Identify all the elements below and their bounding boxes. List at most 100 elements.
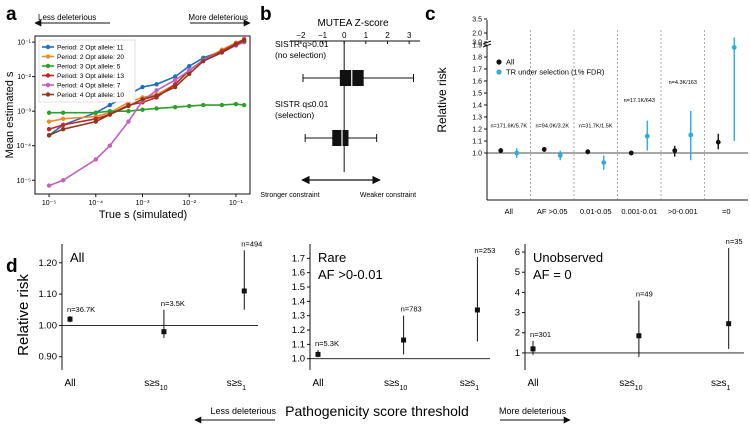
legend-marker-a <box>45 63 51 69</box>
count-annotation-c: n=4.3K/163 <box>669 80 697 86</box>
data-point-c <box>601 160 607 166</box>
data-point-a <box>233 101 239 107</box>
x-tick-label-d: s≥s10 <box>619 378 642 392</box>
data-point-a <box>107 143 113 148</box>
data-point-a <box>60 116 66 122</box>
x-tick-label-d: s≥s10 <box>384 378 407 392</box>
data-point-a <box>126 119 131 124</box>
data-point-a <box>126 103 131 109</box>
data-point-a <box>172 105 178 110</box>
arrow-left-label-a: Less deleterious <box>38 13 96 22</box>
count-annotation-c: n=17.1K/643 <box>624 98 655 104</box>
y-tick-label-c: 1.4 <box>472 103 482 110</box>
legend-marker-a <box>45 73 51 78</box>
legend-marker-a <box>45 92 51 97</box>
panel-label-d: d <box>6 256 18 277</box>
count-annotation-d: n=301 <box>530 330 551 339</box>
series-line-a <box>49 103 245 114</box>
legend-label-a: Period: 3 Opt allele: 13 <box>57 73 124 80</box>
data-point-c <box>731 45 737 50</box>
data-point-a <box>46 183 52 188</box>
legend-label-a: Period: 4 Opt allele: 7 <box>57 82 121 89</box>
panel-b-boxplot: MUTEA Z-score −2 −1 0 1 2 3 SISTR q>0.01(no s… <box>260 18 420 199</box>
x-tick-label-b: −2 <box>296 31 306 40</box>
data-point-a <box>60 178 66 183</box>
x-tick-label-c: >0-0.001 <box>668 207 698 216</box>
y-tick-label-c: 1.2 <box>472 127 482 134</box>
data-point-c <box>541 147 547 152</box>
x-axis-label-d: Pathogenicity score threshold <box>285 403 469 419</box>
legend-label-c: TR under selection (1% FDR) <box>506 68 605 77</box>
y-tick-label-d: 1.2 <box>292 325 305 336</box>
data-point-a <box>172 84 178 90</box>
x-tick-label-a: 10⁻¹ <box>229 200 243 207</box>
data-point-a <box>46 119 52 124</box>
legend-marker-a <box>45 54 51 59</box>
data-point-d <box>161 329 167 335</box>
data-point-c <box>557 153 563 158</box>
data-point-c <box>628 150 634 156</box>
data-point-c <box>514 150 520 156</box>
y-tick-label-d: 3 <box>515 308 520 319</box>
data-point-a <box>107 102 113 108</box>
count-annotation-d: n=3.5K <box>161 299 185 308</box>
x-tick-label-b: 0 <box>342 31 347 40</box>
count-annotation-c: n=171.6K/5.7K <box>490 123 527 129</box>
subplot-title-d: Rare <box>318 250 346 265</box>
box-label-b: SISTR q>0.01 <box>275 39 329 49</box>
y-tick-label-d: 1.6 <box>292 268 305 279</box>
panel-label-b: b <box>260 4 272 25</box>
data-point-c <box>672 148 678 154</box>
box-iqr-b <box>332 130 349 146</box>
data-point-a <box>201 102 206 108</box>
y-tick-label-c: 2.0 <box>472 31 482 38</box>
legend-box-a <box>38 39 136 103</box>
x-tick-label-a: 10⁻⁵ <box>42 200 56 207</box>
y-tick-label-d: 1.0 <box>292 354 305 365</box>
count-annotation-d: n=783 <box>401 305 422 314</box>
arrow-right-label-b: Weaker constraint <box>360 192 416 199</box>
count-annotation-c: n=31.7K/1.5K <box>579 123 613 129</box>
data-point-a <box>187 71 192 77</box>
x-tick-label-b: 3 <box>407 31 412 40</box>
arrow-left-label-b: Stronger constraint <box>260 192 319 199</box>
legend-marker-a <box>45 44 51 50</box>
y-tick-label-d: 1.20 <box>39 258 58 269</box>
x-tick-label-d: All <box>527 378 538 389</box>
legend-label-a: Period: 3 Opt allele: 5 <box>57 63 121 70</box>
y-tick-label-d: 5 <box>515 267 520 278</box>
x-tick-label-d: s≥s10 <box>144 378 167 392</box>
data-point-a <box>187 103 192 109</box>
data-point-d <box>530 346 536 352</box>
count-annotation-d: n=36.7K <box>67 305 95 314</box>
data-point-a <box>93 157 98 162</box>
legend-label-c: All <box>506 58 515 67</box>
y-tick-label-c: 1.5 <box>472 91 482 98</box>
y-tick-label-d: 1.7 <box>292 253 305 264</box>
panel-a-line-chart: Less deleterious More deleterious 10⁻⁵ 10… <box>4 13 251 221</box>
subplot-title-d: Unobserved <box>533 250 603 265</box>
y-tick-label-c: 1.1 <box>472 139 482 146</box>
x-tick-label-c: 0.01-0.05 <box>580 207 612 216</box>
y-tick-label-a: 10⁻² <box>17 74 31 81</box>
y-tick-label-d: 1.4 <box>292 296 305 307</box>
box-sublabel-b: (no selection) <box>275 50 326 60</box>
x-tick-label-b: −1 <box>318 31 328 40</box>
y-tick-label-c: 1.6 <box>472 79 482 86</box>
x-tick-label-a: 10⁻² <box>182 200 196 207</box>
panel-label-c: c <box>425 4 436 25</box>
panel-label-a: a <box>6 4 17 25</box>
data-point-d <box>241 288 247 294</box>
data-point-a <box>241 38 247 43</box>
data-point-a <box>172 77 178 83</box>
y-tick-label-d: 6 <box>515 247 520 258</box>
count-annotation-d: n=494 <box>241 239 262 248</box>
x-tick-label-a: 10⁻⁴ <box>89 200 104 207</box>
data-point-a <box>107 108 113 114</box>
data-point-c <box>688 132 694 138</box>
data-point-d <box>401 337 407 343</box>
data-point-a <box>60 127 66 132</box>
y-tick-label-d: 2 <box>515 328 520 339</box>
y-tick-label-c: 1.0 <box>472 151 482 158</box>
